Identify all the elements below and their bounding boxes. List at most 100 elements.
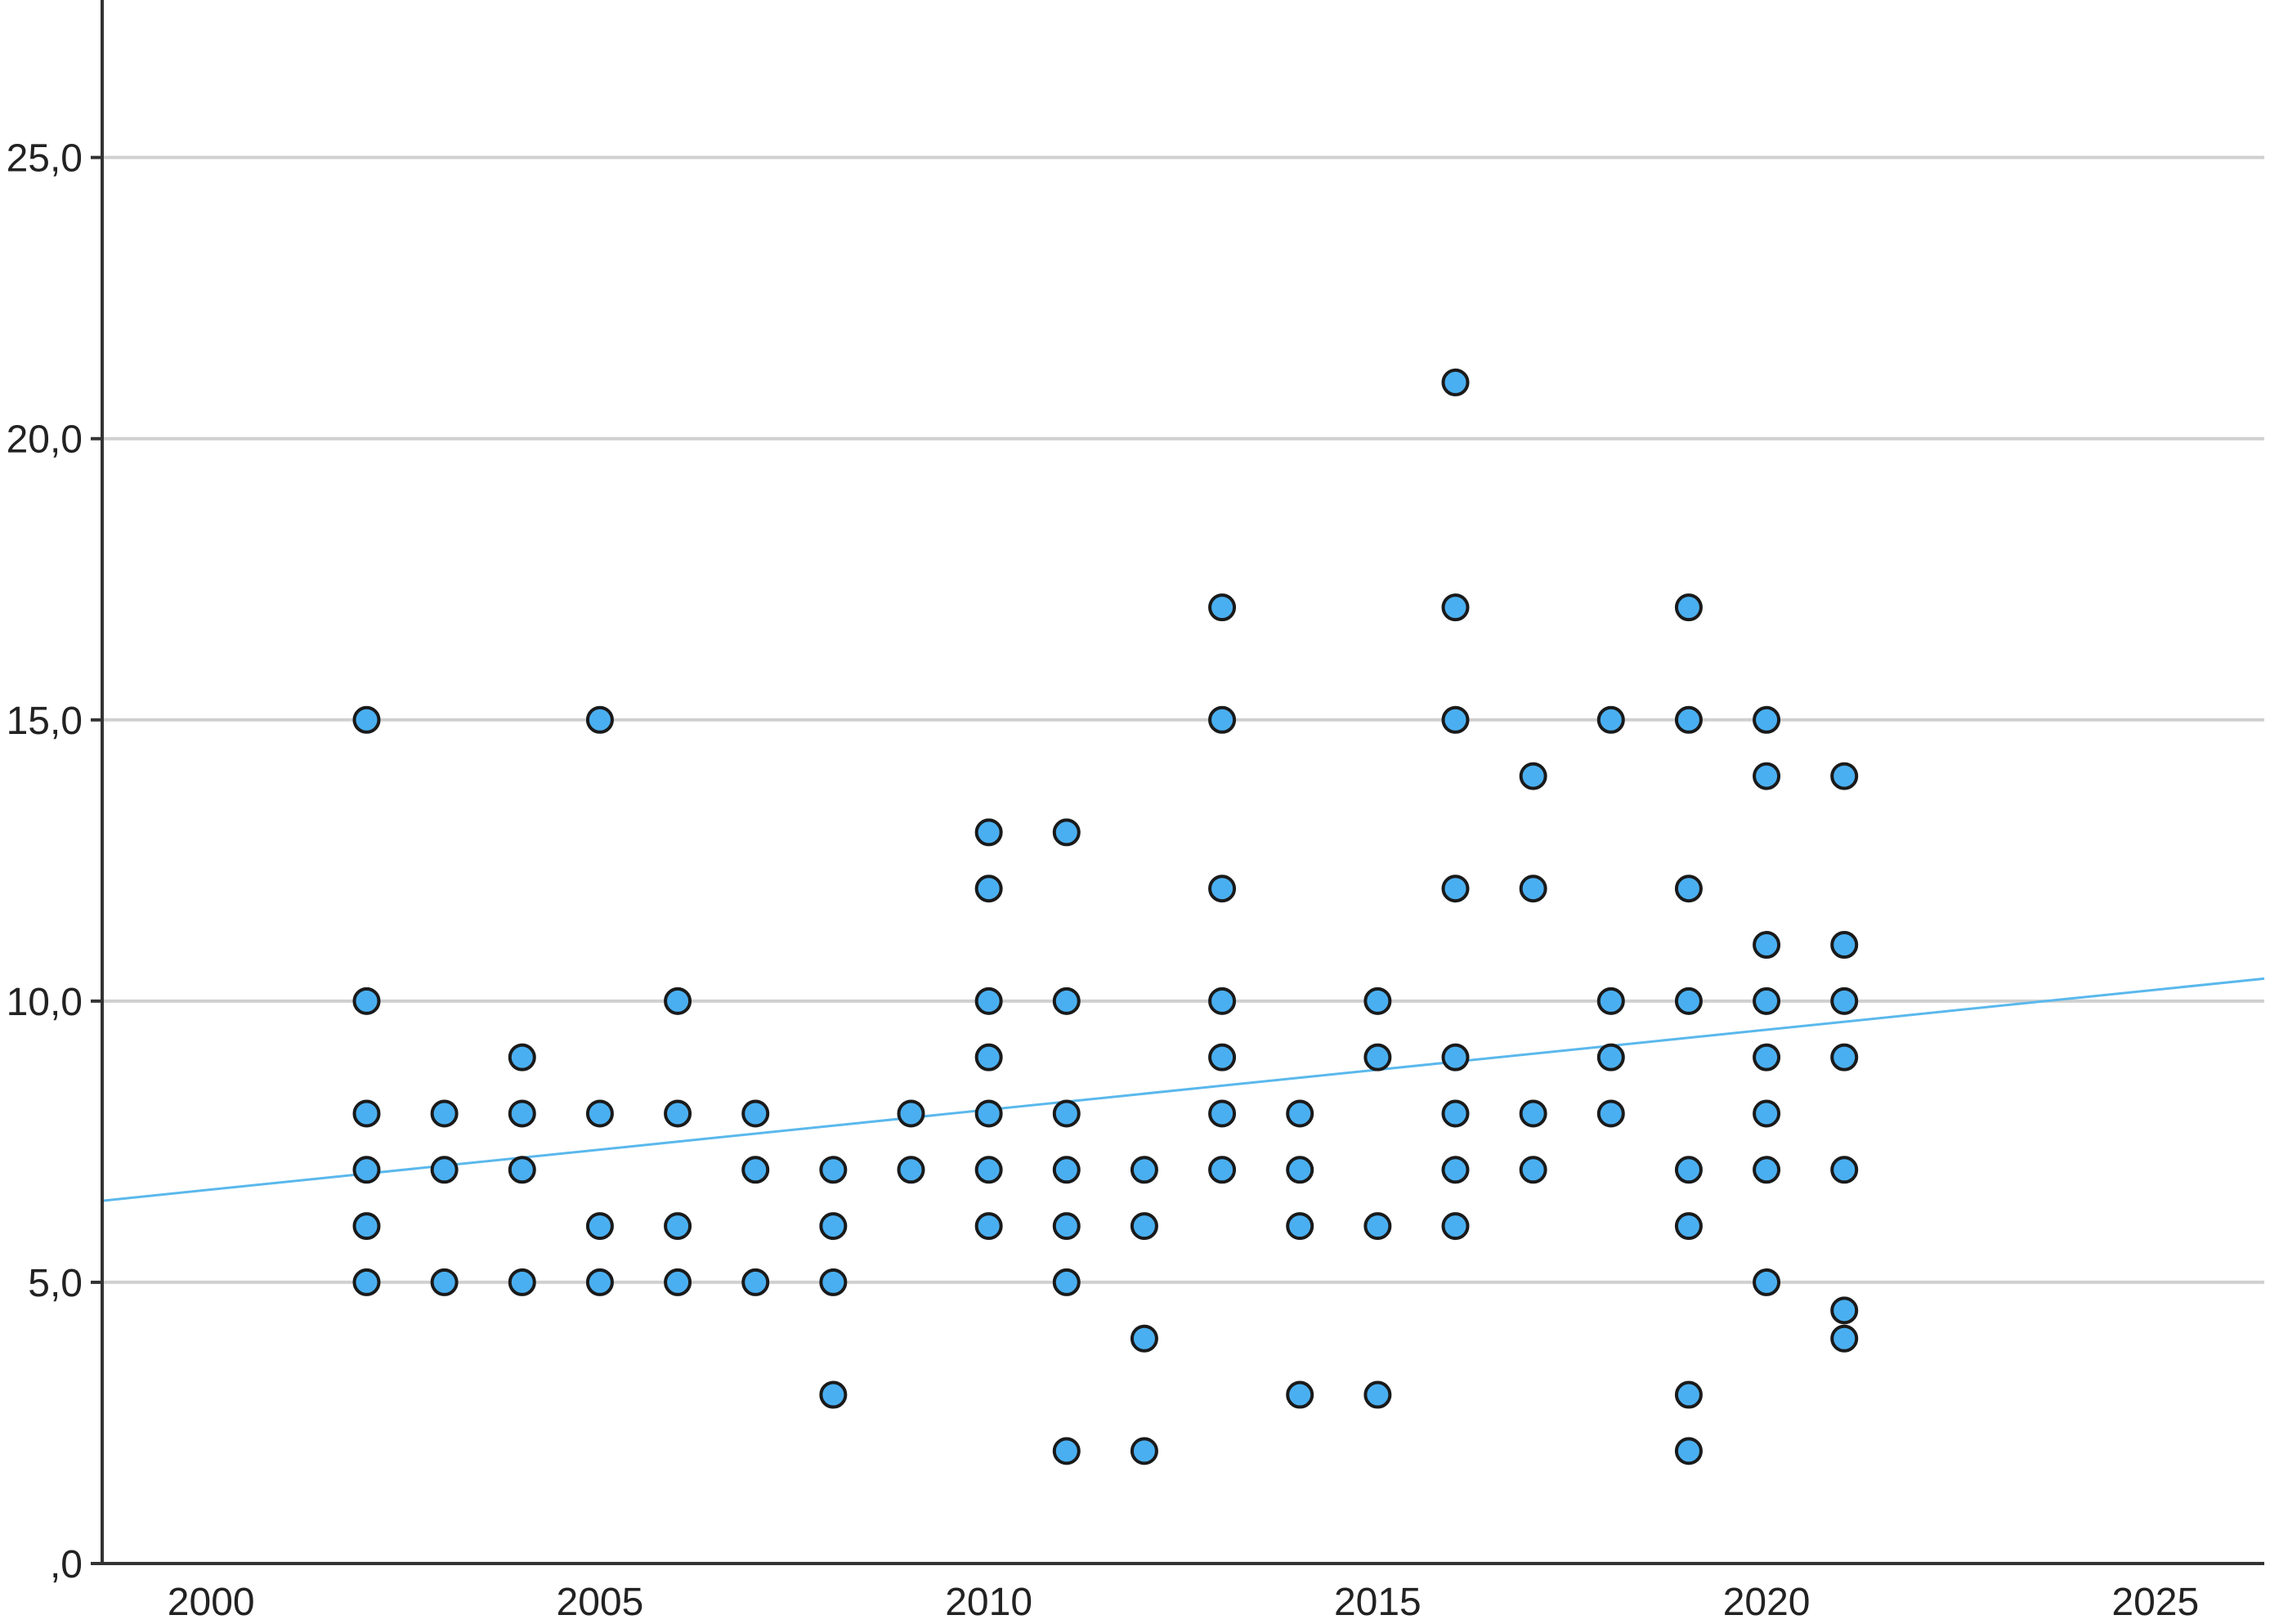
data-point	[1441, 1212, 1470, 1241]
y-tick-label: 20,0	[7, 418, 83, 462]
data-point	[1441, 875, 1470, 903]
data-point	[897, 1156, 925, 1184]
data-point	[1052, 1437, 1081, 1465]
data-point	[430, 1268, 459, 1296]
data-point	[1441, 1099, 1470, 1128]
data-point	[819, 1268, 848, 1296]
x-tick-label: 2010	[945, 1581, 1032, 1624]
data-point	[1753, 762, 1781, 790]
data-point	[1208, 1099, 1237, 1128]
data-point	[1441, 705, 1470, 734]
data-point	[1286, 1099, 1314, 1128]
data-point	[585, 1268, 614, 1296]
data-point	[897, 1099, 925, 1128]
data-point	[1130, 1437, 1158, 1465]
y-tick-label: 5,0	[28, 1262, 83, 1305]
data-point	[1753, 1156, 1781, 1184]
data-point	[1674, 986, 1703, 1015]
data-point	[1052, 1212, 1081, 1241]
data-point	[1130, 1324, 1158, 1353]
data-point	[1830, 1043, 1859, 1071]
data-point	[1830, 1324, 1859, 1353]
data-point	[1052, 1156, 1081, 1184]
data-point	[1753, 1268, 1781, 1296]
data-point	[974, 818, 1003, 847]
data-point	[1052, 1268, 1081, 1296]
data-point	[1052, 1099, 1081, 1128]
data-point	[1441, 1043, 1470, 1071]
data-point	[1596, 986, 1625, 1015]
data-point	[1130, 1212, 1158, 1241]
fit-line	[101, 977, 2265, 1202]
data-point	[741, 1268, 770, 1296]
data-point	[974, 1043, 1003, 1071]
data-point	[1363, 1043, 1392, 1071]
data-point	[1674, 1437, 1703, 1465]
data-point	[974, 875, 1003, 903]
data-point	[508, 1043, 536, 1071]
data-point	[508, 1099, 536, 1128]
data-point	[508, 1268, 536, 1296]
data-point	[1441, 593, 1470, 622]
data-point	[1674, 705, 1703, 734]
data-point	[508, 1156, 536, 1184]
data-point	[664, 1099, 692, 1128]
x-tick-label: 2025	[2111, 1581, 2199, 1624]
data-point	[585, 1099, 614, 1128]
data-point	[352, 1268, 381, 1296]
data-point	[352, 705, 381, 734]
data-point	[1753, 986, 1781, 1015]
data-point	[430, 1099, 459, 1128]
data-points	[352, 368, 1859, 1465]
data-point	[352, 1212, 381, 1241]
data-point	[664, 1212, 692, 1241]
data-point	[352, 1099, 381, 1128]
data-point	[585, 705, 614, 734]
fit-line-layer	[101, 977, 2265, 1202]
data-point	[1286, 1156, 1314, 1184]
data-point	[1208, 705, 1237, 734]
data-point	[1753, 1043, 1781, 1071]
data-point	[741, 1156, 770, 1184]
tick-labels: ,0 5,0 10,0 15,0 20,0 25,0 2000 2005 2010 2015 202…	[7, 137, 2200, 1624]
data-point	[974, 1099, 1003, 1128]
data-point	[1674, 1212, 1703, 1241]
data-point	[819, 1156, 848, 1184]
data-point	[1363, 1212, 1392, 1241]
x-tick-label: 2005	[557, 1581, 644, 1624]
data-point	[1830, 1296, 1859, 1325]
data-point	[974, 986, 1003, 1015]
data-point	[1519, 1099, 1547, 1128]
data-point	[1674, 593, 1703, 622]
data-point	[1596, 1099, 1625, 1128]
gridlines	[102, 155, 2264, 1284]
data-point	[1208, 1043, 1237, 1071]
data-point	[1519, 875, 1547, 903]
data-point	[352, 986, 381, 1015]
data-point	[585, 1212, 614, 1241]
y-tick-label: 10,0	[7, 981, 83, 1024]
data-point	[1208, 986, 1237, 1015]
data-point	[1674, 1380, 1703, 1409]
data-point	[1596, 1043, 1625, 1071]
data-point	[1441, 1156, 1470, 1184]
data-point	[1130, 1156, 1158, 1184]
axes	[91, 0, 2264, 1565]
data-point	[1830, 986, 1859, 1015]
data-point	[1286, 1380, 1314, 1409]
data-point	[1208, 593, 1237, 622]
data-point	[1286, 1212, 1314, 1241]
y-tick-label: 15,0	[7, 700, 83, 743]
data-point	[664, 1268, 692, 1296]
data-point	[1830, 762, 1859, 790]
data-point	[430, 1156, 459, 1184]
data-point	[1830, 931, 1859, 960]
data-point	[1830, 1156, 1859, 1184]
x-tick-label: 2000	[168, 1581, 255, 1624]
x-tick-label: 2020	[1723, 1581, 1811, 1624]
data-point	[1363, 1380, 1392, 1409]
data-point	[741, 1099, 770, 1128]
data-point	[1753, 931, 1781, 960]
y-tick-label: 25,0	[7, 137, 83, 181]
